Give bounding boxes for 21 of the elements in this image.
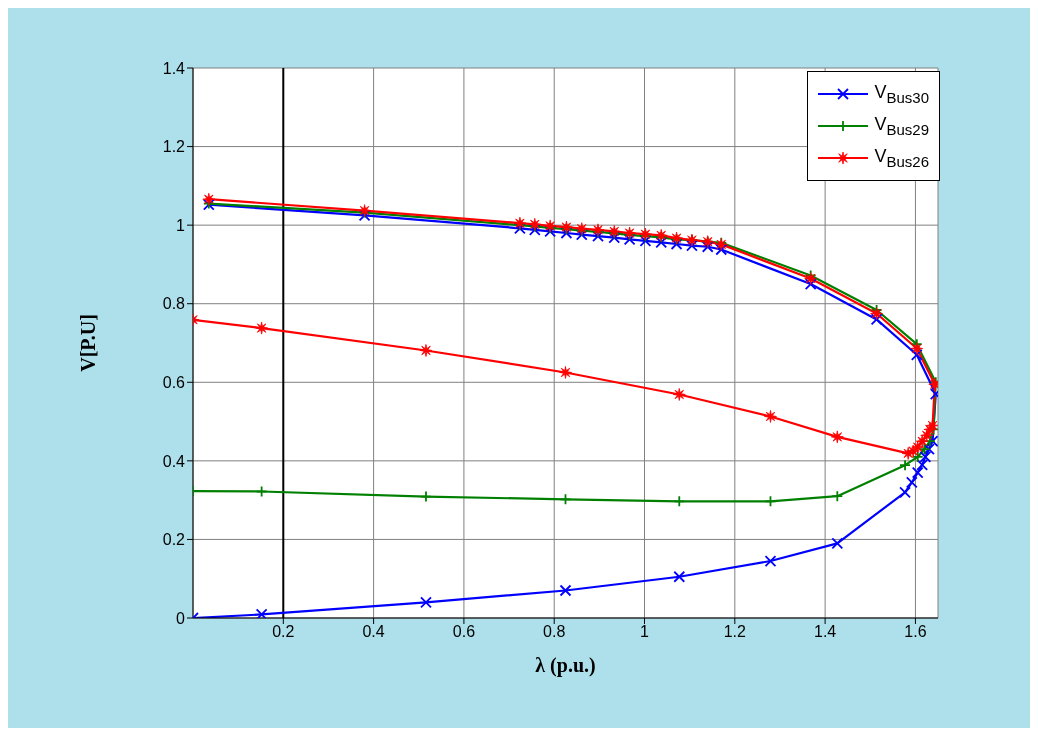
y-tick-label: 1.2	[162, 138, 186, 156]
x-tick-label: 1	[640, 623, 650, 641]
x-tick-label: 1.6	[904, 623, 927, 641]
x-tick-label: 0.6	[452, 623, 476, 641]
y-tick-label: 0.2	[162, 531, 186, 549]
y-tick-label: 0	[176, 609, 186, 627]
x-axis-title: λ (p.u.)	[535, 654, 596, 677]
y-axis-title: V[P.U]	[77, 314, 100, 372]
y-tick-label: 1.4	[162, 59, 186, 77]
y-tick-label: 0.8	[162, 295, 186, 313]
y-tick-label: 0.4	[162, 452, 186, 470]
x-tick-label: 0.4	[362, 623, 385, 641]
x-tick-label: 0.8	[543, 623, 566, 641]
x-tick-label: 1.4	[814, 623, 837, 641]
y-tick-label: 1	[176, 216, 186, 234]
legend-label: V$_{Bus29}$	[874, 114, 929, 138]
x-tick-label: 1.2	[723, 623, 747, 641]
y-tick-label: 0.6	[162, 373, 186, 391]
legend-label: V$_{Bus26}$	[874, 146, 929, 170]
x-tick-label: 0.2	[272, 623, 295, 641]
legend-label: V$_{Bus30}$	[874, 82, 929, 106]
